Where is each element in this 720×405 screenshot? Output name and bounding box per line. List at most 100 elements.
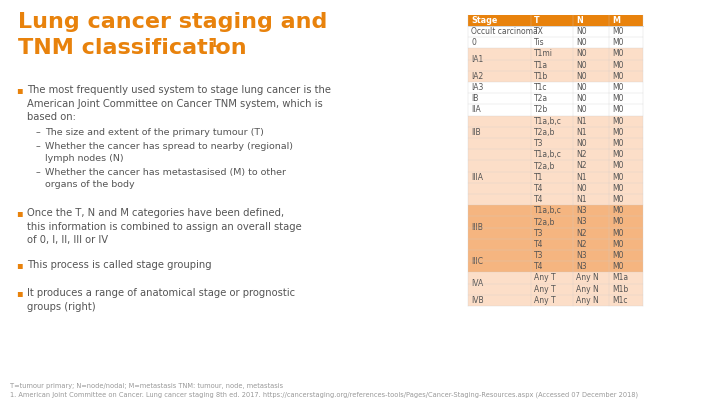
Text: N1: N1: [576, 128, 587, 137]
Bar: [468, 250, 643, 261]
Text: M1c: M1c: [612, 296, 628, 305]
Text: –: –: [36, 142, 41, 151]
Text: IIB: IIB: [471, 128, 481, 137]
Bar: [468, 37, 643, 49]
Text: Occult carcinoma: Occult carcinoma: [471, 27, 538, 36]
Text: T2b: T2b: [534, 105, 548, 115]
Bar: [468, 71, 643, 82]
Bar: [468, 115, 643, 127]
Text: –: –: [36, 128, 41, 137]
Text: T1b: T1b: [534, 72, 548, 81]
Text: N3: N3: [576, 262, 587, 271]
Text: M0: M0: [612, 72, 624, 81]
Text: IIIB: IIIB: [471, 223, 483, 232]
Text: N2: N2: [576, 229, 587, 238]
Text: Any T: Any T: [534, 296, 556, 305]
Text: M: M: [612, 16, 620, 25]
Bar: [468, 127, 643, 138]
Text: M0: M0: [612, 217, 624, 226]
Bar: [468, 273, 643, 283]
Text: Tis: Tis: [534, 38, 544, 47]
Text: T2a,b: T2a,b: [534, 217, 555, 226]
Text: N0: N0: [576, 94, 587, 103]
Bar: [468, 138, 643, 149]
Text: M0: M0: [612, 117, 624, 126]
Text: M0: M0: [612, 49, 624, 58]
Bar: [468, 149, 643, 160]
Text: M0: M0: [612, 139, 624, 148]
Bar: [468, 205, 643, 216]
Text: M0: M0: [612, 262, 624, 271]
Text: M0: M0: [612, 61, 624, 70]
Text: T1a,b,c: T1a,b,c: [534, 117, 562, 126]
Text: N3: N3: [576, 217, 587, 226]
Text: Any T: Any T: [534, 285, 556, 294]
Text: ▪: ▪: [16, 260, 22, 270]
Text: N0: N0: [576, 61, 587, 70]
Text: N0: N0: [576, 105, 587, 115]
Bar: [468, 49, 643, 60]
Text: Whether the cancer has spread to nearby (regional)
lymph nodes (N): Whether the cancer has spread to nearby …: [45, 142, 293, 163]
Text: Any N: Any N: [576, 296, 599, 305]
Text: M0: M0: [612, 206, 624, 215]
Text: M0: M0: [612, 251, 624, 260]
Text: N: N: [576, 16, 582, 25]
Bar: [468, 261, 643, 273]
Bar: [468, 183, 643, 194]
Bar: [468, 104, 643, 115]
Text: IB: IB: [471, 94, 478, 103]
Text: N0: N0: [576, 72, 587, 81]
Text: 1. American Joint Committee on Cancer. Lung cancer staging 8th ed. 2017. https:/: 1. American Joint Committee on Cancer. L…: [10, 391, 638, 397]
Text: T1a,b,c: T1a,b,c: [534, 206, 562, 215]
Text: IA2: IA2: [471, 72, 483, 81]
Bar: [468, 15, 643, 26]
Text: N1: N1: [576, 195, 587, 204]
Text: TX: TX: [534, 27, 544, 36]
Text: M0: M0: [612, 150, 624, 159]
Text: IIIA: IIIA: [471, 173, 483, 182]
Text: M0: M0: [612, 94, 624, 103]
Text: 0: 0: [471, 38, 476, 47]
Bar: [468, 60, 643, 71]
Text: IVA: IVA: [471, 279, 483, 288]
Text: Any T: Any T: [534, 273, 556, 283]
Bar: [468, 160, 643, 172]
Text: T2a,b: T2a,b: [534, 162, 555, 171]
Bar: [468, 216, 643, 228]
Text: M0: M0: [612, 83, 624, 92]
Text: T4: T4: [534, 262, 544, 271]
Text: N0: N0: [576, 83, 587, 92]
Text: M0: M0: [612, 229, 624, 238]
Bar: [468, 284, 643, 295]
Bar: [468, 82, 643, 93]
Text: N2: N2: [576, 150, 587, 159]
Text: It produces a range of anatomical stage or prognostic
groups (right): It produces a range of anatomical stage …: [27, 288, 295, 311]
Text: N0: N0: [576, 184, 587, 193]
Text: 1: 1: [210, 37, 219, 50]
Text: N2: N2: [576, 162, 587, 171]
Text: The size and extent of the primary tumour (T): The size and extent of the primary tumou…: [45, 128, 264, 137]
Text: T1c: T1c: [534, 83, 547, 92]
Text: IA1: IA1: [471, 55, 483, 64]
Text: M0: M0: [612, 38, 624, 47]
Bar: [468, 295, 643, 306]
Text: T3: T3: [534, 139, 544, 148]
Text: ▪: ▪: [16, 208, 22, 218]
Text: M0: M0: [612, 128, 624, 137]
Bar: [468, 228, 643, 239]
Text: M0: M0: [612, 184, 624, 193]
Text: Stage: Stage: [471, 16, 498, 25]
Text: T: T: [534, 16, 539, 25]
Text: T4: T4: [534, 240, 544, 249]
Text: N1: N1: [576, 117, 587, 126]
Text: ▪: ▪: [16, 288, 22, 298]
Text: –: –: [36, 168, 41, 177]
Text: Lung cancer staging and: Lung cancer staging and: [18, 12, 328, 32]
Text: M0: M0: [612, 240, 624, 249]
Text: T2a: T2a: [534, 94, 548, 103]
Text: T1mi: T1mi: [534, 49, 553, 58]
Text: N2: N2: [576, 240, 587, 249]
Text: This process is called stage grouping: This process is called stage grouping: [27, 260, 212, 270]
Bar: [468, 239, 643, 250]
Text: T3: T3: [534, 251, 544, 260]
